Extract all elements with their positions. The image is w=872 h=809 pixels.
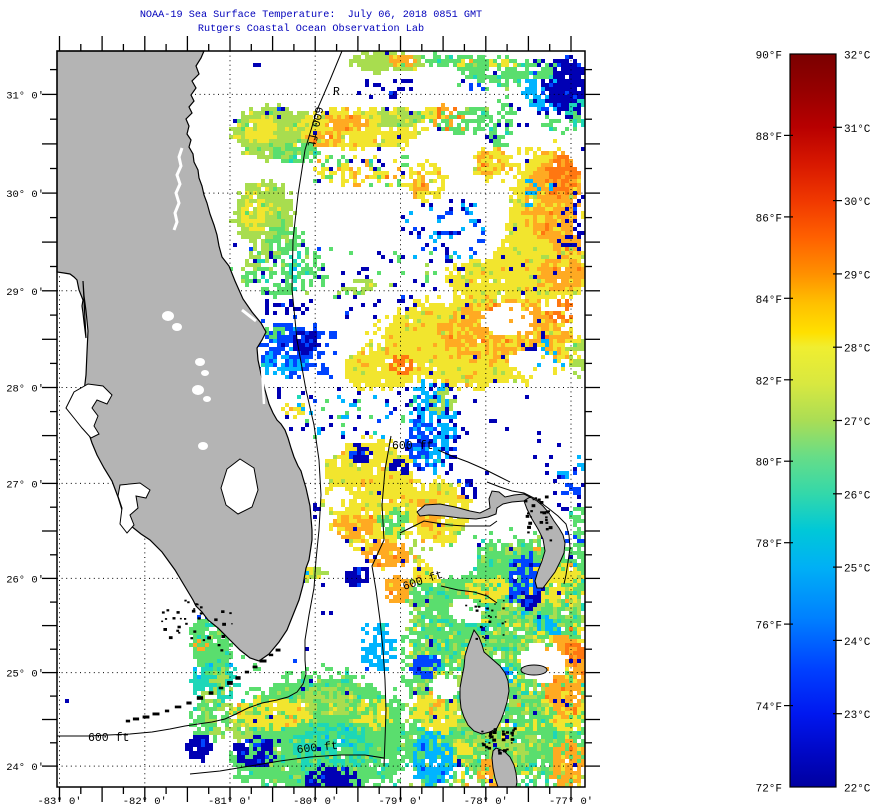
svg-text:600 ft: 600 ft <box>296 740 339 757</box>
svg-text:Rutgers Coastal Ocean Observat: Rutgers Coastal Ocean Observation Lab <box>198 23 424 35</box>
svg-text:28° 0': 28° 0' <box>6 384 44 396</box>
svg-text:82°F: 82°F <box>756 376 782 388</box>
svg-text:600 ft: 600 ft <box>392 440 433 453</box>
svg-text:30°C: 30°C <box>844 197 871 209</box>
svg-text:72°F: 72°F <box>756 784 782 796</box>
svg-text:27°C: 27°C <box>844 417 871 429</box>
svg-text:78°F: 78°F <box>756 539 782 551</box>
svg-text:29° 0': 29° 0' <box>6 287 44 299</box>
svg-text:27° 0': 27° 0' <box>6 479 44 491</box>
svg-text:R: R <box>333 86 340 99</box>
svg-text:86°F: 86°F <box>756 213 782 225</box>
svg-text:24°C: 24°C <box>844 637 871 649</box>
svg-text:-78° 0': -78° 0' <box>464 796 508 808</box>
svg-text:76°F: 76°F <box>756 621 782 633</box>
svg-text:25° 0': 25° 0' <box>6 669 44 681</box>
svg-text:24° 0': 24° 0' <box>6 762 44 774</box>
svg-text:22°C: 22°C <box>844 784 871 796</box>
svg-text:29°C: 29°C <box>844 270 871 282</box>
svg-text:90°F: 90°F <box>756 51 782 63</box>
svg-text:-80° 0': -80° 0' <box>293 796 337 808</box>
svg-text:-81° 0': -81° 0' <box>208 796 252 808</box>
svg-text:23°C: 23°C <box>844 710 871 722</box>
svg-text:NOAA-19 Sea Surface Temperatur: NOAA-19 Sea Surface Temperature: July 06… <box>140 9 482 21</box>
svg-text:26°C: 26°C <box>844 490 871 502</box>
svg-text:-77° 0': -77° 0' <box>549 796 593 808</box>
svg-text:26° 0': 26° 0' <box>6 574 44 586</box>
svg-text:600 ft: 600 ft <box>88 732 129 745</box>
svg-text:25°C: 25°C <box>844 564 871 576</box>
svg-text:31° 0': 31° 0' <box>6 90 44 102</box>
svg-text:31°C: 31°C <box>844 124 871 136</box>
svg-text:-82° 0': -82° 0' <box>123 796 167 808</box>
svg-text:30° 0': 30° 0' <box>6 189 44 201</box>
svg-text:-83° 0': -83° 0' <box>37 796 81 808</box>
svg-text:84°F: 84°F <box>756 295 782 307</box>
svg-text:-79° 0': -79° 0' <box>378 796 422 808</box>
svg-text:74°F: 74°F <box>756 702 782 714</box>
svg-text:32°C: 32°C <box>844 51 871 63</box>
svg-text:28°C: 28°C <box>844 344 871 356</box>
svg-text:88°F: 88°F <box>756 132 782 144</box>
svg-text:80°F: 80°F <box>756 458 782 470</box>
